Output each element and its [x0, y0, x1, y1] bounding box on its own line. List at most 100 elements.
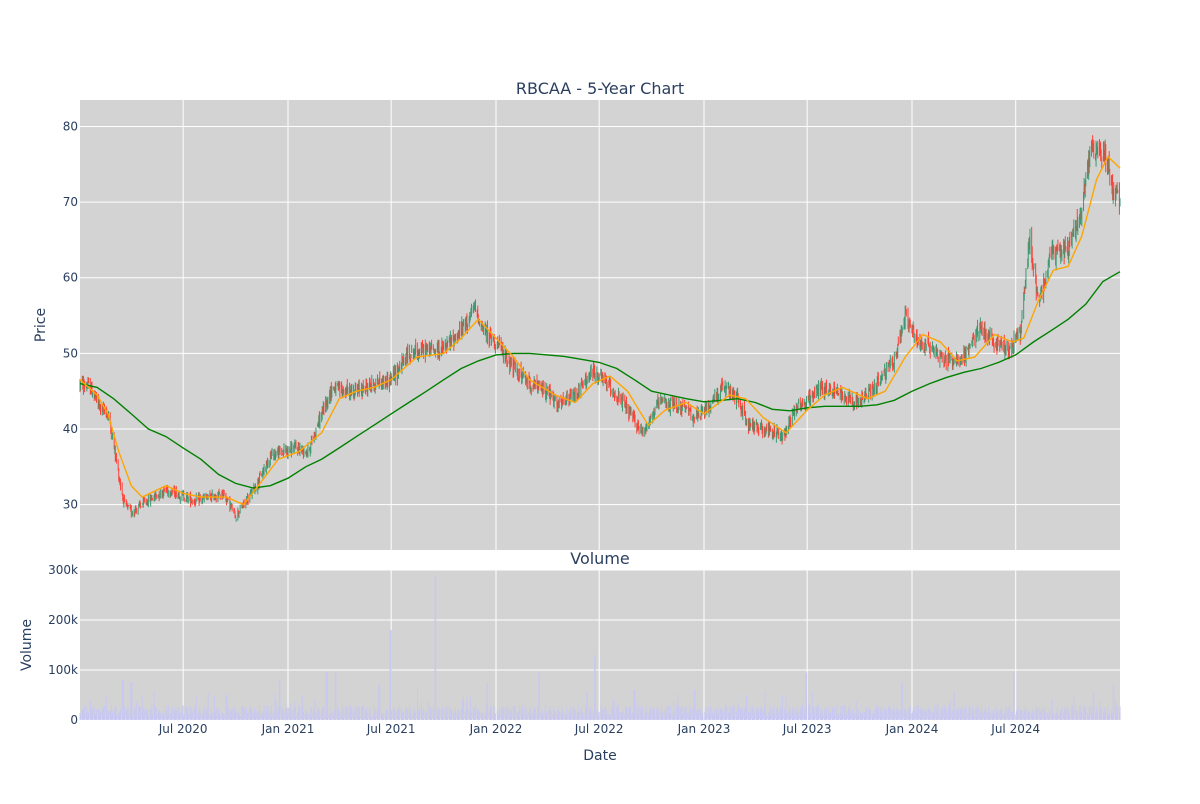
- volume-bar: [818, 705, 819, 720]
- price-plot-area: [80, 100, 1120, 550]
- volume-bar: [89, 699, 91, 720]
- volume-bar: [668, 705, 670, 720]
- volume-bar: [159, 715, 161, 720]
- volume-bar: [354, 708, 356, 720]
- volume-bar: [1084, 710, 1086, 720]
- volume-bar: [601, 708, 603, 720]
- volume-bar: [426, 711, 428, 720]
- volume-bar: [345, 708, 347, 720]
- volume-bar: [837, 712, 839, 720]
- chart-title: RBCAA - 5-Year Chart: [516, 79, 684, 98]
- volume-bar: [105, 696, 107, 720]
- volume-bar: [896, 707, 898, 720]
- volume-bar: [418, 709, 419, 720]
- volume-bar: [552, 713, 554, 720]
- volume-bar: [115, 705, 117, 720]
- volume-bar: [545, 712, 547, 720]
- volume-bar: [876, 709, 878, 720]
- volume-bar: [185, 706, 187, 720]
- volume-bar: [499, 708, 500, 720]
- volume-bar: [545, 711, 547, 720]
- volume-bar: [1067, 713, 1069, 720]
- volume-bar: [483, 715, 484, 720]
- volume-bar: [765, 715, 767, 720]
- volume-bar: [1095, 705, 1097, 720]
- volume-bar: [697, 709, 699, 720]
- volume-bar: [909, 706, 911, 720]
- volume-bar: [498, 714, 500, 720]
- volume-bar: [326, 672, 328, 720]
- x-tick: Jan 2023: [677, 722, 731, 736]
- volume-bar: [1119, 711, 1120, 720]
- volume-bar: [381, 710, 382, 720]
- volume-bar: [885, 711, 887, 720]
- volume-bar: [557, 707, 559, 720]
- volume-bar: [202, 716, 203, 720]
- volume-bar: [104, 705, 105, 720]
- volume-bar: [235, 710, 237, 720]
- volume-bar: [585, 705, 586, 720]
- volume-bar: [969, 709, 971, 720]
- volume-bar: [285, 708, 287, 720]
- volume-bar: [222, 712, 223, 720]
- volume-bar: [1068, 708, 1070, 720]
- volume-bar: [1049, 710, 1051, 720]
- volume-bar: [350, 705, 352, 720]
- volume-bar: [385, 708, 387, 720]
- volume-bar: [964, 709, 965, 720]
- volume-bar: [565, 713, 567, 720]
- volume-bar: [406, 707, 407, 720]
- volume-bar: [618, 712, 620, 720]
- volume-bar: [82, 709, 84, 720]
- volume-bar: [957, 707, 959, 720]
- volume-bar: [350, 714, 352, 720]
- volume-bar: [844, 713, 846, 720]
- volume-bar: [177, 706, 179, 720]
- volume-bar: [778, 710, 780, 720]
- volume-bar: [740, 708, 742, 720]
- volume-bar: [562, 712, 564, 720]
- volume-bar: [321, 710, 323, 720]
- volume-bar: [964, 708, 966, 720]
- volume-bar: [110, 705, 112, 720]
- volume-bar: [103, 707, 104, 720]
- volume-bar: [309, 714, 311, 720]
- volume-bar: [297, 712, 299, 720]
- volume-bar: [174, 708, 176, 720]
- volume-bar: [882, 712, 883, 720]
- volume-bar: [510, 714, 512, 720]
- volume-bar: [446, 708, 447, 720]
- volume-bar: [247, 712, 249, 720]
- volume-bar: [569, 715, 570, 720]
- volume-bar: [692, 709, 694, 720]
- volume-bar: [1031, 714, 1033, 720]
- volume-bar: [644, 709, 646, 720]
- volume-bar: [1025, 705, 1026, 720]
- volume-bar: [690, 708, 692, 720]
- volume-bar: [502, 714, 504, 720]
- volume-bar: [1017, 715, 1018, 720]
- volume-bar: [550, 716, 552, 720]
- volume-bar: [546, 713, 548, 720]
- x-tick: Jan 2021: [261, 722, 315, 736]
- price-y-tick: 40: [63, 422, 78, 436]
- volume-bar: [178, 710, 180, 720]
- volume-bar: [709, 708, 711, 720]
- volume-bar: [752, 714, 754, 720]
- volume-bar: [604, 707, 606, 720]
- volume-bar: [672, 711, 674, 720]
- volume-bar: [487, 682, 488, 720]
- volume-bar: [717, 715, 719, 720]
- volume-bar: [927, 705, 929, 720]
- volume-bar: [239, 713, 241, 720]
- volume-bar: [325, 672, 327, 720]
- volume-bar: [670, 714, 672, 720]
- volume-bar: [383, 713, 385, 720]
- volume-bar: [167, 715, 169, 720]
- volume-bar: [641, 710, 643, 720]
- volume-bar: [752, 706, 753, 720]
- volume-bar: [887, 714, 889, 720]
- volume-bar: [142, 709, 144, 720]
- volume-bar: [514, 714, 516, 720]
- volume-bar: [784, 709, 785, 720]
